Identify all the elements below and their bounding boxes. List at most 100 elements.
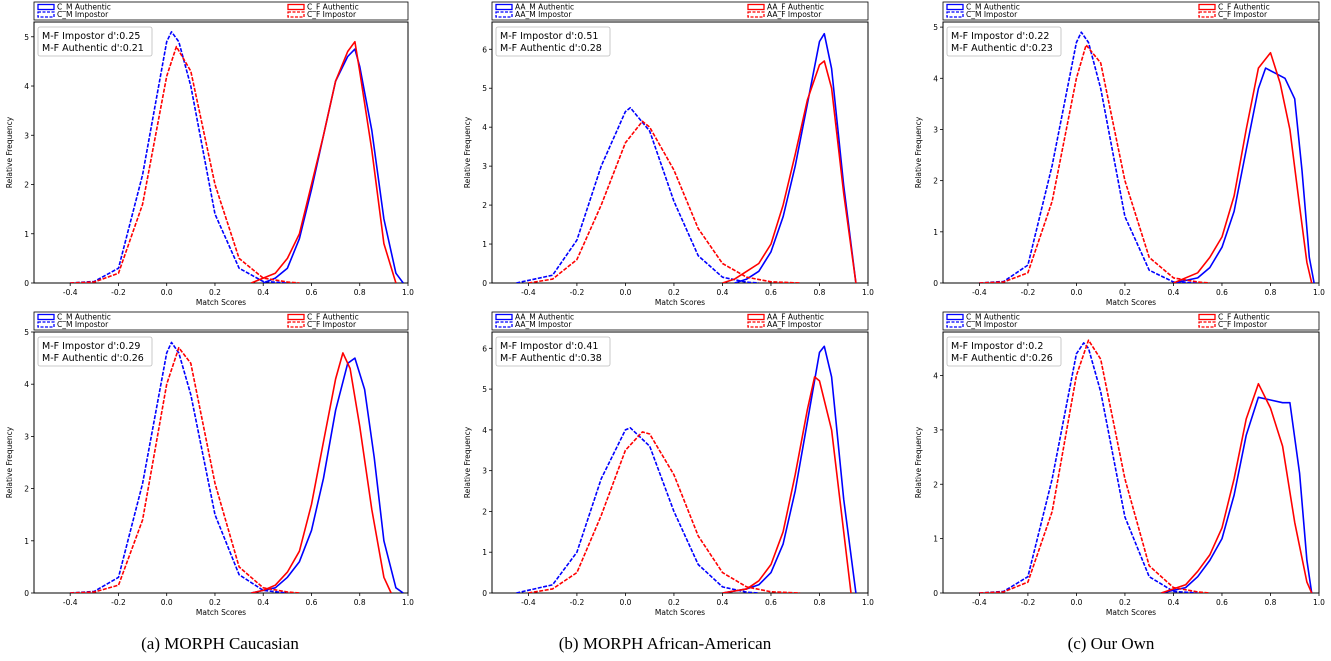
x-tick-label: 0.4	[716, 598, 728, 607]
legend-label: AA_F Authentic	[767, 3, 824, 12]
x-tick-label: -0.4	[972, 598, 987, 607]
x-tick-label: 0.6	[306, 288, 318, 297]
dprime-annotation: M-F Impostor d':0.25M-F Authentic d':0.2…	[37, 26, 153, 57]
annotation-text: M-F Impostor d':0.29	[42, 341, 140, 352]
y-tick-label: 4	[482, 426, 487, 435]
x-tick-label: 0.8	[354, 288, 366, 297]
legend-swatch	[287, 313, 305, 321]
y-tick-label: 4	[24, 82, 29, 91]
legend-swatch	[495, 321, 513, 328]
x-tick-label: 0.2	[209, 288, 221, 297]
y-tick-label: 3	[933, 426, 938, 435]
plot-frame	[33, 331, 409, 594]
y-tick-label: 5	[933, 23, 938, 32]
x-tick-label: 0.0	[619, 598, 631, 607]
x-tick-label: 0.2	[1119, 288, 1131, 297]
x-axis-label: Match Scores	[1106, 608, 1156, 617]
legend-label: C_F Authentic	[1218, 313, 1270, 322]
series-line-c-m-authentic	[251, 357, 404, 593]
y-tick-label: 0	[482, 589, 487, 598]
annotation-text: M-F Authentic d':0.23	[951, 43, 1053, 54]
legend-swatch	[1198, 313, 1216, 321]
legend-swatch	[747, 321, 765, 328]
x-tick-label: 0.6	[306, 598, 318, 607]
legend-label: C_F Impostor	[307, 320, 357, 329]
annotation-box	[495, 336, 611, 367]
plot-frame	[942, 21, 1320, 284]
x-axis-label: Match Scores	[655, 298, 705, 307]
legend-swatch	[495, 313, 513, 321]
legend-swatch	[1198, 321, 1216, 328]
legend-box	[491, 1, 869, 21]
x-tick-label: 0.2	[209, 598, 221, 607]
legend-label: C_M Authentic	[57, 3, 111, 12]
legend-box	[491, 311, 869, 331]
annotation-text: M-F Impostor d':0.41	[500, 341, 598, 352]
series-line-aa-m-authentic	[734, 32, 857, 283]
y-tick-label: 3	[24, 131, 29, 140]
legend-label: AA_F Authentic	[767, 313, 824, 322]
y-tick-label: 1	[24, 230, 29, 239]
y-tick-label: 3	[482, 162, 487, 171]
caption-c: (c) Our Own	[1067, 634, 1155, 653]
x-tick-label: 0.0	[161, 598, 173, 607]
series-line-c-m-authentic	[1173, 67, 1315, 283]
x-tick-label: 0.4	[257, 288, 269, 297]
legend-label: C_F Authentic	[307, 313, 359, 322]
y-tick-label: 0	[933, 589, 938, 598]
x-axis-label: Match Scores	[655, 608, 705, 617]
dprime-annotation: M-F Impostor d':0.29M-F Authentic d':0.2…	[37, 336, 153, 367]
series-line-c-m-impostor	[979, 31, 1198, 283]
annotation-text: M-F Impostor d':0.25	[42, 31, 140, 42]
legend-swatch	[287, 11, 305, 18]
y-tick-label: 1	[482, 548, 487, 557]
y-tick-label: 4	[933, 372, 938, 381]
x-tick-label: -0.2	[111, 598, 126, 607]
y-tick-label: 1	[933, 228, 938, 237]
annotation-text: M-F Impostor d':0.51	[500, 31, 598, 42]
series-line-aa-m-impostor	[516, 427, 759, 593]
dprime-annotation: M-F Impostor d':0.2M-F Authentic d':0.26	[946, 336, 1062, 367]
x-tick-label: -0.4	[63, 288, 78, 297]
legend-label: C_M Impostor	[57, 320, 109, 329]
x-axis-label: Match Scores	[196, 298, 246, 307]
legend-box	[942, 311, 1320, 331]
x-tick-label: -0.4	[521, 598, 536, 607]
legend-swatch	[946, 3, 964, 11]
annotation-text: M-F Authentic d':0.28	[500, 43, 602, 54]
y-axis-label: Relative Frequency	[5, 116, 14, 188]
legend-swatch	[37, 11, 55, 18]
x-tick-label: 0.8	[1265, 288, 1277, 297]
legend-box	[33, 311, 409, 331]
series-line-aa-f-impostor	[528, 120, 801, 283]
x-tick-label: -0.2	[1021, 598, 1036, 607]
x-tick-label: 0.0	[1070, 598, 1082, 607]
legend-label: C_M Impostor	[57, 10, 109, 19]
x-axis-label: Match Scores	[196, 608, 246, 617]
annotation-text: M-F Impostor d':0.22	[951, 31, 1049, 42]
legend-swatch	[1198, 11, 1216, 18]
y-axis-label: Relative Frequency	[914, 426, 923, 498]
x-tick-label: -0.4	[521, 288, 536, 297]
y-tick-label: 2	[933, 480, 938, 489]
annotation-text: M-F Authentic d':0.21	[42, 43, 144, 54]
y-tick-label: 5	[482, 385, 487, 394]
legend-label: C_F Authentic	[1218, 3, 1270, 12]
y-axis-label: Relative Frequency	[914, 116, 923, 188]
legend-label: C_F Impostor	[1218, 10, 1268, 19]
legend-label: C_M Impostor	[966, 10, 1018, 19]
legend-label: C_M Authentic	[57, 313, 111, 322]
y-tick-label: 5	[24, 328, 29, 337]
x-tick-label: 1.0	[862, 598, 874, 607]
series-line-aa-m-authentic	[722, 345, 857, 593]
legend-swatch	[946, 11, 964, 18]
y-tick-label: 2	[933, 177, 938, 186]
legend-swatch	[1198, 3, 1216, 11]
x-tick-label: -0.2	[570, 598, 585, 607]
